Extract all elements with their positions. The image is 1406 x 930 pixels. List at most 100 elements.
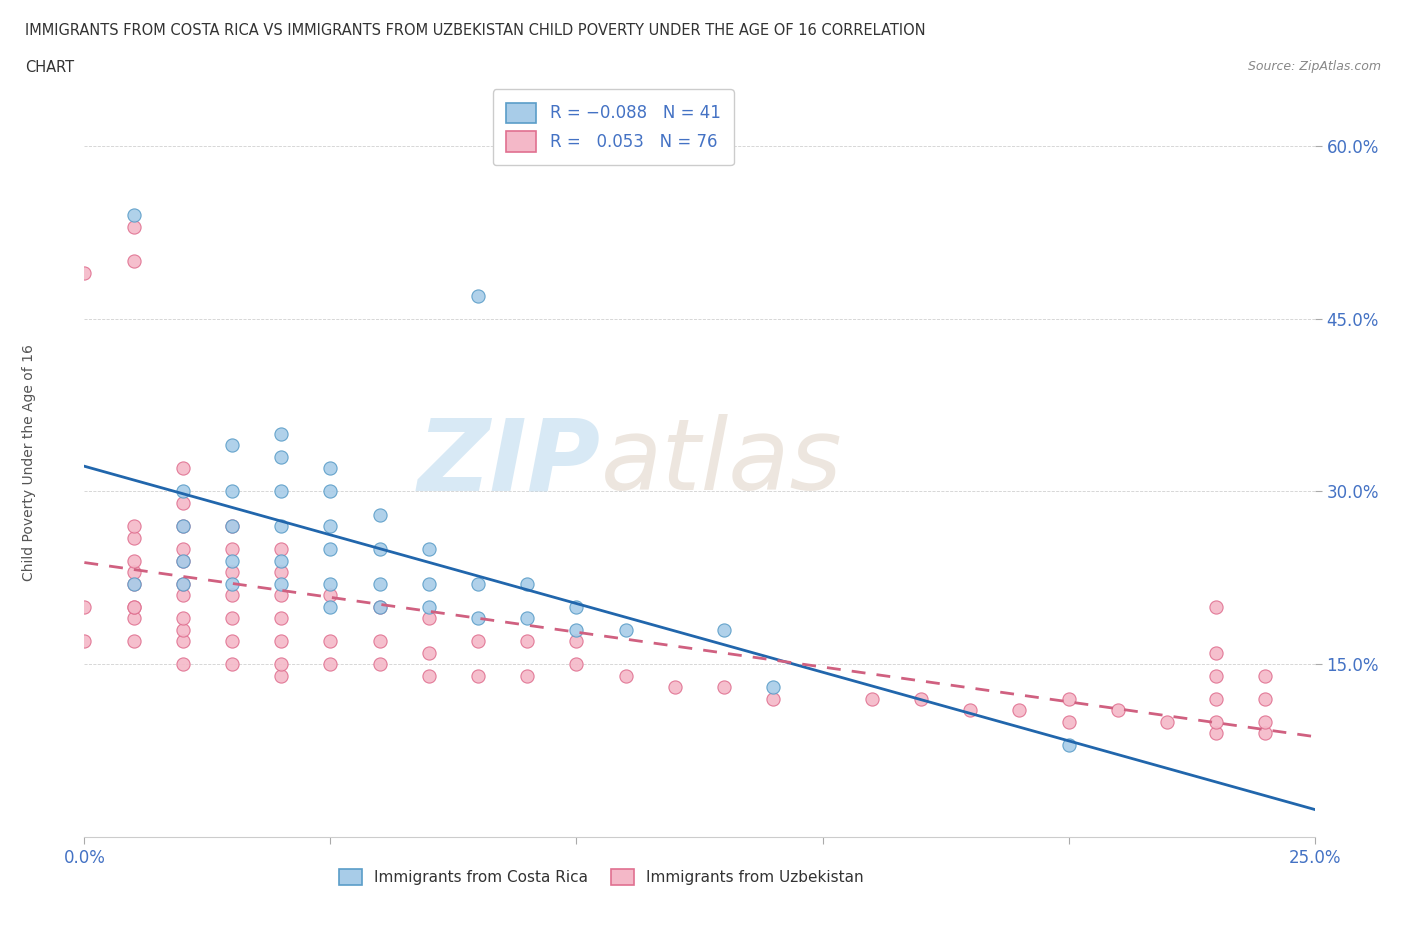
Point (221, 577, 243, 591)
Point (221, 611, 243, 626)
Point (221, 541, 243, 556)
Point (418, 541, 440, 556)
Point (172, 541, 194, 556)
Point (221, 633, 243, 648)
Point (319, 588, 342, 603)
Text: Source: ZipAtlas.com: Source: ZipAtlas.com (1247, 60, 1381, 73)
Point (221, 484, 243, 498)
Text: ZIP: ZIP (418, 414, 602, 512)
Point (1156, 714, 1178, 729)
Point (73, 599, 96, 614)
Point (221, 519, 243, 534)
Text: atlas: atlas (602, 414, 842, 512)
Point (1254, 714, 1277, 729)
Point (319, 461, 342, 476)
Point (664, 680, 686, 695)
Point (270, 611, 292, 626)
Point (73, 265, 96, 280)
Point (172, 577, 194, 591)
Point (172, 553, 194, 568)
Point (467, 577, 489, 591)
Point (1107, 703, 1129, 718)
Point (172, 519, 194, 534)
Point (959, 703, 981, 718)
Point (122, 530, 145, 545)
Point (1205, 726, 1227, 741)
Point (270, 657, 292, 671)
Text: CHART: CHART (25, 60, 75, 75)
Point (221, 657, 243, 671)
Point (368, 633, 391, 648)
Point (516, 669, 538, 684)
Point (122, 254, 145, 269)
Point (516, 611, 538, 626)
Point (172, 577, 194, 591)
Point (368, 599, 391, 614)
Point (319, 577, 342, 591)
Y-axis label: Child Poverty Under the Age of 16: Child Poverty Under the Age of 16 (21, 344, 35, 581)
Point (565, 633, 588, 648)
Point (172, 622, 194, 637)
Point (368, 577, 391, 591)
Point (1057, 691, 1080, 706)
Point (1205, 645, 1227, 660)
Point (172, 484, 194, 498)
Point (221, 565, 243, 579)
Point (73, 633, 96, 648)
Point (270, 588, 292, 603)
Point (467, 611, 489, 626)
Point (221, 553, 243, 568)
Text: IMMIGRANTS FROM COSTA RICA VS IMMIGRANTS FROM UZBEKISTAN CHILD POVERTY UNDER THE: IMMIGRANTS FROM COSTA RICA VS IMMIGRANTS… (25, 23, 927, 38)
Point (122, 519, 145, 534)
Point (418, 645, 440, 660)
Point (418, 611, 440, 626)
Point (122, 565, 145, 579)
Point (418, 669, 440, 684)
Point (122, 599, 145, 614)
Point (270, 427, 292, 442)
Point (172, 496, 194, 511)
Point (221, 519, 243, 534)
Point (122, 219, 145, 234)
Point (762, 691, 785, 706)
Point (319, 484, 342, 498)
Point (565, 622, 588, 637)
Point (368, 507, 391, 522)
Point (122, 553, 145, 568)
Point (122, 599, 145, 614)
Point (565, 599, 588, 614)
Point (1205, 691, 1227, 706)
Point (172, 611, 194, 626)
Point (516, 577, 538, 591)
Point (221, 588, 243, 603)
Point (270, 449, 292, 464)
Point (467, 633, 489, 648)
Point (319, 519, 342, 534)
Point (516, 633, 538, 648)
Point (713, 622, 735, 637)
Point (172, 588, 194, 603)
Point (565, 657, 588, 671)
Point (1254, 726, 1277, 741)
Point (1205, 669, 1227, 684)
Point (319, 657, 342, 671)
Point (368, 599, 391, 614)
Point (122, 207, 145, 222)
Point (1057, 737, 1080, 752)
Point (122, 577, 145, 591)
Point (270, 553, 292, 568)
Point (270, 519, 292, 534)
Point (418, 577, 440, 591)
Point (122, 611, 145, 626)
Point (910, 691, 932, 706)
Point (319, 541, 342, 556)
Point (762, 680, 785, 695)
Point (368, 657, 391, 671)
Point (172, 633, 194, 648)
Point (270, 484, 292, 498)
Point (1008, 703, 1031, 718)
Point (368, 541, 391, 556)
Point (1254, 669, 1277, 684)
Point (122, 577, 145, 591)
Point (172, 461, 194, 476)
